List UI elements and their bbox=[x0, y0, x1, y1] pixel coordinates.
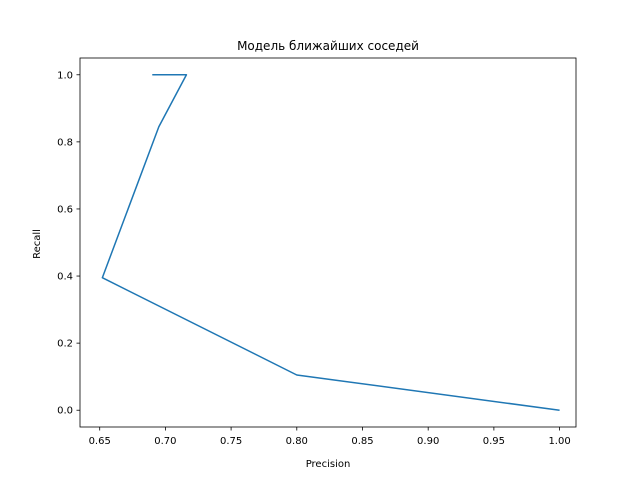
x-tick-label: 0.85 bbox=[351, 436, 373, 447]
y-tick-label: 0.6 bbox=[57, 204, 73, 215]
y-tick-label: 1.0 bbox=[57, 70, 73, 81]
y-axis-label: Recall bbox=[32, 229, 43, 259]
x-tick-label: 0.95 bbox=[483, 436, 505, 447]
x-tick-label: 0.65 bbox=[89, 436, 111, 447]
x-tick-label: 0.80 bbox=[286, 436, 308, 447]
chart-title: Модель ближайших соседей bbox=[237, 39, 419, 53]
plot-area bbox=[79, 57, 577, 428]
y-axis-ticks: 0.0 0.2 0.4 0.6 0.8 1.0 bbox=[57, 70, 80, 417]
x-tick-label: 0.90 bbox=[417, 436, 439, 447]
plot-frame bbox=[79, 57, 577, 428]
x-tick-label: 1.00 bbox=[548, 436, 570, 447]
y-tick-label: 0.4 bbox=[57, 272, 73, 283]
x-axis-label: Precision bbox=[306, 459, 351, 470]
x-tick-label: 0.70 bbox=[154, 436, 176, 447]
y-tick-label: 0.0 bbox=[57, 406, 73, 417]
series-line-0 bbox=[101, 74, 560, 411]
y-tick-label: 0.8 bbox=[57, 137, 73, 148]
x-tick-label: 0.75 bbox=[220, 436, 242, 447]
x-axis-ticks: 0.65 0.70 0.75 0.80 0.85 0.90 0.95 1.00 bbox=[89, 427, 571, 447]
y-tick-label: 0.2 bbox=[57, 339, 73, 350]
